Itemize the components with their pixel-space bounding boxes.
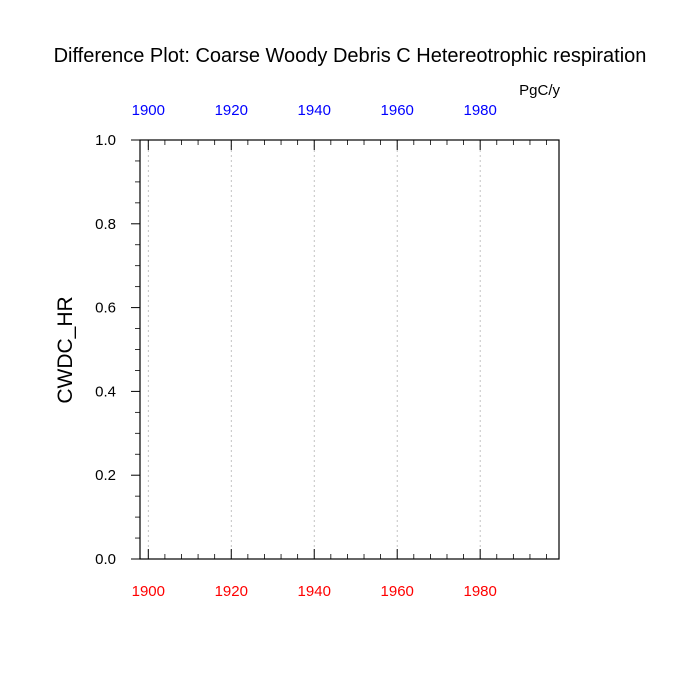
grid-lines bbox=[147, 140, 481, 559]
top-x-tick-label-1900: 1900 bbox=[132, 102, 165, 119]
y-tick-label-0.4: 0.4 bbox=[95, 383, 116, 400]
y-tick-label-0.0: 0.0 bbox=[95, 551, 116, 568]
top-x-tick-label-1920: 1920 bbox=[215, 102, 248, 119]
top-x-tick-labels: 1900 1920 1940 1960 1980 bbox=[132, 102, 497, 119]
y-tick-label-0.6: 0.6 bbox=[95, 300, 116, 317]
bottom-x-tick-label-1940: 1940 bbox=[298, 583, 331, 600]
y-tick-label-1.0: 1.0 bbox=[95, 132, 116, 149]
units-label: PgC/y bbox=[519, 82, 560, 99]
y-axis-label: CWDC_HR bbox=[54, 296, 77, 403]
bottom-x-tick-label-1980: 1980 bbox=[463, 583, 496, 600]
bottom-x-tick-label-1920: 1920 bbox=[215, 583, 248, 600]
top-x-tick-label-1940: 1940 bbox=[298, 102, 331, 119]
y-tick-label-0.8: 0.8 bbox=[95, 216, 116, 233]
top-x-tick-label-1960: 1960 bbox=[381, 102, 414, 119]
chart-title: Difference Plot: Coarse Woody Debris C H… bbox=[54, 45, 647, 67]
y-tick-labels: 0.0 0.2 0.4 0.6 0.8 1.0 bbox=[95, 132, 116, 568]
plot-frame bbox=[139, 139, 560, 560]
bottom-x-tick-label-1900: 1900 bbox=[132, 583, 165, 600]
top-x-tick-label-1980: 1980 bbox=[463, 102, 496, 119]
axis-ticks bbox=[131, 139, 547, 560]
bottom-x-tick-label-1960: 1960 bbox=[381, 583, 414, 600]
y-tick-label-0.2: 0.2 bbox=[95, 467, 116, 484]
bottom-x-tick-labels: 1900 1920 1940 1960 1980 bbox=[132, 583, 497, 600]
